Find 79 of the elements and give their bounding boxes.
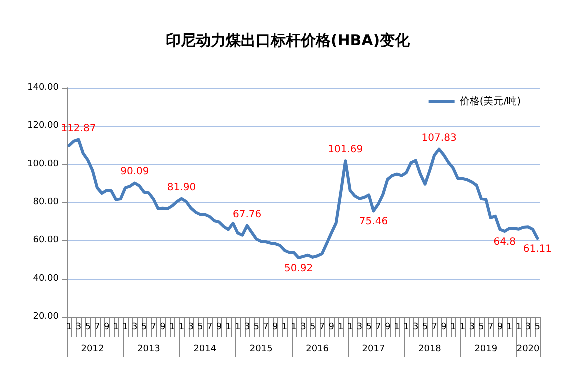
- data-label: 112.87: [61, 123, 96, 134]
- y-tick-label: 20.00: [33, 312, 60, 322]
- x-tick-label: 5: [254, 322, 260, 332]
- x-tick-label: 3: [525, 322, 532, 332]
- x-tick-label: 7: [376, 322, 382, 332]
- x-tick-label: 1: [516, 322, 522, 332]
- x-tick-label: 5: [198, 322, 204, 332]
- data-label: 107.83: [422, 132, 457, 144]
- x-tick-label: 9: [384, 322, 391, 332]
- data-label: 50.92: [284, 263, 314, 274]
- x-tick-label: 5: [478, 322, 484, 332]
- x-tick-label: 1: [282, 322, 288, 332]
- x-tick-label: 7: [488, 322, 494, 332]
- x-tick-label: 7: [94, 322, 100, 332]
- x-tick-label: 1: [226, 322, 232, 332]
- x-tick-label: 7: [150, 322, 157, 332]
- x-tick-label: 1: [291, 322, 297, 332]
- y-tick-label: 120.00: [28, 121, 60, 132]
- x-tick-label: 1: [178, 322, 185, 332]
- x-tick-label: 9: [441, 322, 448, 332]
- text: 2015: [250, 344, 273, 354]
- chart-title: 印尼动力煤出口标杆价格(HBA)变化: [166, 32, 412, 50]
- x-tick-label: 1: [460, 322, 466, 332]
- x-tick-label: 1: [506, 322, 512, 332]
- x-tick-label: 3: [469, 322, 475, 332]
- text: 2016: [306, 344, 330, 354]
- x-tick-label: 1: [235, 322, 241, 332]
- data-label: 67.76: [232, 209, 262, 220]
- data-label: 81.90: [167, 182, 196, 194]
- x-tick-label: 9: [497, 322, 504, 332]
- x-tick-label: 1: [347, 322, 354, 332]
- x-tick-label: 5: [422, 322, 428, 332]
- data-label: 64.8: [494, 237, 516, 248]
- x-tick-label: 1: [394, 322, 400, 332]
- data-label: 90.09: [120, 166, 150, 178]
- text: 2012: [81, 344, 104, 354]
- x-tick-label: 1: [66, 322, 72, 332]
- x-tick-label: 3: [76, 322, 82, 332]
- x-tick-label: 1: [450, 322, 456, 332]
- x-tick-label: 9: [104, 322, 110, 332]
- x-tick-label: 9: [272, 322, 279, 332]
- x-tick-label: 7: [432, 322, 438, 332]
- x-tick-label: 5: [85, 322, 91, 332]
- x-tick-label: 5: [366, 322, 372, 332]
- y-tick-label: 40.00: [33, 274, 60, 284]
- x-tick-label: 5: [534, 322, 541, 332]
- x-tick-label: 3: [413, 322, 419, 332]
- y-tick-label: 100.00: [28, 159, 60, 170]
- x-tick-label: 9: [328, 322, 335, 332]
- x-tick-label: 1: [170, 322, 176, 332]
- y-tick-label: 140.00: [28, 83, 60, 93]
- text: 2017: [362, 344, 386, 354]
- data-label: 75.46: [359, 216, 388, 228]
- x-tick-label: 1: [113, 322, 120, 332]
- x-tick-label: 7: [206, 322, 213, 332]
- x-tick-label: 5: [310, 322, 316, 332]
- text: 2018: [418, 344, 442, 354]
- x-tick-label: 1: [122, 322, 128, 332]
- x-tick-label: 3: [300, 322, 306, 332]
- x-tick-label: 9: [160, 322, 166, 332]
- x-tick-label: 9: [216, 322, 222, 332]
- data-label: 101.69: [328, 144, 364, 156]
- x-tick-label: 1: [338, 322, 344, 332]
- legend-label: 价格(美元/吨): [458, 96, 522, 108]
- text: 2020: [516, 344, 540, 354]
- text: 2014: [194, 344, 217, 354]
- x-tick-label: 7: [263, 322, 269, 332]
- data-label: 61.11: [523, 244, 552, 256]
- x-tick-label: 5: [141, 322, 148, 332]
- x-tick-label: 3: [132, 322, 138, 332]
- x-tick-label: 3: [244, 322, 250, 332]
- text: 2019: [474, 344, 498, 354]
- x-tick-label: 3: [188, 322, 194, 332]
- y-tick-label: 60.00: [33, 236, 60, 246]
- y-tick-label: 80.00: [33, 198, 60, 208]
- text: 2013: [138, 344, 160, 354]
- x-tick-label: 7: [319, 322, 326, 332]
- x-tick-label: 1: [404, 322, 410, 332]
- x-tick-label: 3: [356, 322, 363, 332]
